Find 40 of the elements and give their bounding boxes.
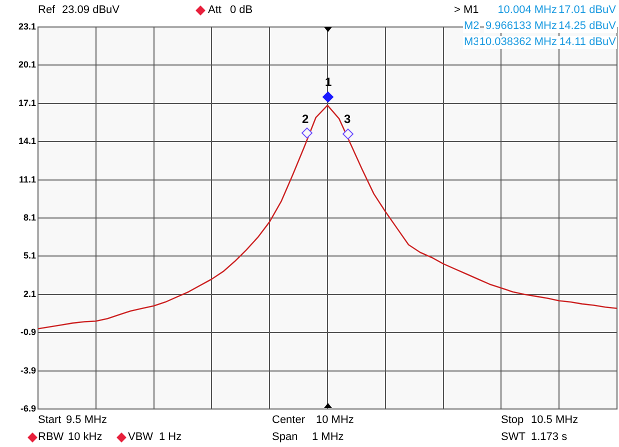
text: VBW (128, 431, 154, 444)
text: 10 MHz (316, 414, 354, 427)
text: Span (272, 431, 298, 444)
annotation: 14.25 dBuV (558, 20, 617, 33)
annotation: M3 (463, 36, 480, 49)
text: Att (208, 4, 222, 17)
y-tick-label: 14.1 (18, 136, 36, 146)
y-tick-label: -3.9 (20, 365, 36, 376)
y-tick-label: -0.9 (20, 327, 36, 338)
text: Ref (38, 4, 56, 17)
y-tick-label: 23.1 (18, 21, 36, 32)
text: Center (272, 414, 306, 427)
y-tick-label: 11.1 (18, 174, 36, 184)
text: Start (38, 414, 62, 427)
annotation: 2 (302, 112, 309, 126)
annotation: 9.966133 MHz (484, 20, 558, 33)
annotation: 10.038362 MHz (478, 36, 558, 49)
annotation: 3 (344, 112, 351, 126)
annotation: M2 (463, 20, 480, 33)
text: RBW (38, 431, 64, 444)
y-tick-label: 20.1 (18, 60, 36, 70)
text: 10.5 MHz (531, 414, 578, 427)
text: 17.01 dBuV (558, 4, 617, 17)
text: 9.5 MHz (66, 414, 107, 427)
text: 23.09 dBuV (62, 4, 120, 17)
y-tick-label: -6.9 (20, 403, 36, 414)
text: 10 kHz (68, 431, 102, 444)
y-tick-label: 8.1 (23, 212, 36, 222)
text: 1 MHz (312, 431, 344, 444)
y-tick-label: 5.1 (23, 250, 36, 261)
text: SWT (501, 431, 526, 444)
annotation: 14.11 dBuV (558, 36, 617, 49)
text: 0 dB (230, 4, 253, 17)
y-tick-label: 17.1 (18, 98, 36, 108)
text: > M1 (454, 4, 479, 17)
text: 1 Hz (159, 431, 182, 444)
text: 1.173 s (531, 431, 568, 444)
text: Stop (501, 414, 524, 427)
y-tick-label: 2.1 (23, 288, 36, 299)
text: 10.004 MHz (496, 4, 558, 17)
